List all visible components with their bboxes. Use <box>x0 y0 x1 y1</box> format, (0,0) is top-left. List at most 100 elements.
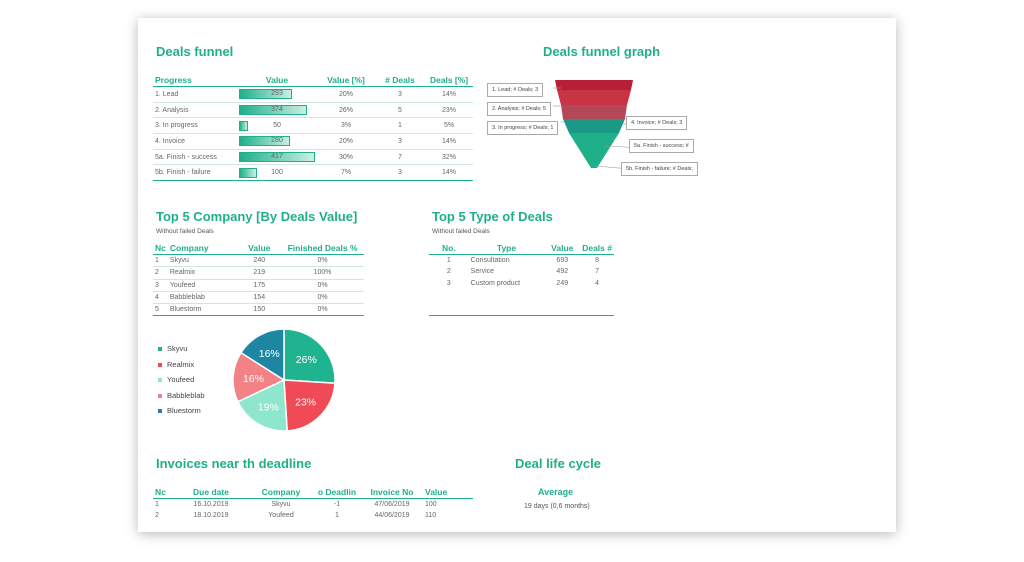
pie-slice-youfeed <box>236 378 288 432</box>
funnel-label-success: 5a. Finish - success; # <box>629 139 694 153</box>
invoices-title: Invoices near th deadline <box>156 456 312 471</box>
value-cell: 219 <box>237 266 282 280</box>
table-row: 4. Invoice 280 20% 3 14% <box>153 133 473 150</box>
col-deals-pct: Deals [%] <box>425 73 473 87</box>
value-bar: 417 <box>239 152 315 163</box>
company-cell: Realmix <box>167 266 238 280</box>
company-cell: Skyvu <box>271 501 291 509</box>
col-nc: Nc <box>153 485 173 499</box>
deals-cell: 3 <box>375 164 425 182</box>
due-date-cell: 16.10.2019 <box>193 501 229 509</box>
deals-cell: 1 <box>375 117 425 135</box>
value-bar-cell: 100 <box>237 164 317 182</box>
value-bar-fill <box>239 105 308 116</box>
value-bar-fill <box>239 136 290 147</box>
col-value-pct: Value [%] <box>317 73 375 87</box>
top-company-table: Nc Company Value Finished Deals % 1 Skyvu… <box>153 241 364 317</box>
value-bar-cell: 417 <box>237 149 317 166</box>
value-pct-cell: 30% <box>317 149 375 166</box>
finished-cell: 0% <box>281 291 364 305</box>
invoice-no-cell: 47/06/2019 <box>374 501 410 509</box>
value-bar: 293 <box>239 89 315 100</box>
funnel-label-lead: 1. Lead; # Deals; 3 <box>487 83 544 97</box>
col-due-date: Due date <box>173 485 249 499</box>
value-bar-fill <box>239 120 249 131</box>
funnel-stage-in-progress <box>561 105 627 119</box>
type-cell: Service <box>470 268 495 276</box>
deals-cell: 7 <box>375 149 425 166</box>
deals-cell: 4 <box>595 279 600 287</box>
funnel-graph <box>553 80 644 171</box>
value-cell: 110 <box>425 512 437 520</box>
company-cell: Babbleblab <box>167 291 238 305</box>
value-cell: 175 <box>237 279 282 292</box>
finished-cell: 0% <box>281 279 364 292</box>
pie-slice-realmix <box>283 379 336 432</box>
value-bar-fill <box>239 152 315 163</box>
company-cell: Youfeed <box>167 279 238 292</box>
table-row: 5a. Finish - success 417 30% 7 32% <box>153 149 473 166</box>
nc-cell: 1 <box>155 501 159 509</box>
progress-cell: 3. In progress <box>153 117 237 135</box>
table-row: 4 Babbleblab 154 0% <box>153 291 364 305</box>
progress-cell: 5b. Finish - failure <box>153 164 237 182</box>
funnel-stage-invoice <box>563 119 625 133</box>
value-bar: 100 <box>239 167 315 178</box>
legend-item: Youfeed <box>158 375 194 384</box>
progress-cell: 1. Lead <box>153 86 237 103</box>
finished-cell: 0% <box>281 303 364 317</box>
legend-swatch <box>158 362 162 367</box>
deals-funnel-table: Progress Value Value [%] # Deals Deals [… <box>153 73 473 182</box>
value-text: 100 <box>271 168 283 176</box>
value-cell: 249 <box>556 279 569 287</box>
deals-cell: 8 <box>595 257 600 265</box>
average-label: Average <box>538 487 574 497</box>
life-cycle-title: Deal life cycle <box>515 456 601 471</box>
legend-swatch <box>158 347 162 352</box>
table-row: 2 18.10.2019 Youfeed 1 44/06/2019 110 <box>153 510 473 521</box>
no-cell: 2 <box>446 268 451 276</box>
table-row: 3. In progress 50 3% 1 5% <box>153 117 473 135</box>
value-bar-cell: 293 <box>237 86 317 103</box>
value-pct-cell: 26% <box>317 102 375 119</box>
pie-data-label: 19% <box>258 401 279 413</box>
type-cell: Custom product <box>470 279 521 287</box>
nc-cell: 5 <box>153 303 168 317</box>
value-bar: 374 <box>239 105 315 116</box>
col-company: Company <box>249 485 313 499</box>
top-type-subtitle: Without failed Deals <box>432 228 490 235</box>
col-company: Company <box>167 241 238 255</box>
col-progress: Progress <box>153 73 237 87</box>
value-text: 293 <box>271 90 283 98</box>
deals-pct-cell: 23% <box>425 102 473 119</box>
col-deals: Deals # <box>580 241 614 255</box>
deals-funnel-title: Deals funnel <box>156 44 234 59</box>
table-row: 3 Custom product 249 4 <box>429 278 614 289</box>
legend-item: Bluestorm <box>158 406 201 415</box>
col-value: Value <box>237 241 282 255</box>
value-pct-cell: 7% <box>317 164 375 182</box>
table-row: 1 Skyvu 240 0% <box>153 254 364 268</box>
deals-cell: 3 <box>375 86 425 103</box>
table-row: 2. Analysis 374 26% 5 23% <box>153 102 473 119</box>
deals-pct-cell: 32% <box>425 149 473 166</box>
value-text: 50 <box>273 121 281 129</box>
funnel-graph-title: Deals funnel graph <box>543 44 661 59</box>
nc-cell: 3 <box>153 279 168 292</box>
legend-label: Realmix <box>167 359 195 369</box>
col-no: No. <box>429 241 469 255</box>
value-bar-cell: 50 <box>237 117 317 135</box>
finished-cell: 0% <box>281 254 364 268</box>
value-text: 280 <box>271 137 283 145</box>
legend-item: Skyvu <box>158 344 187 353</box>
due-date-cell: 18.10.2019 <box>193 512 229 520</box>
invoices-table: Nc Due date Company o Deadlin Invoice No… <box>153 485 473 522</box>
legend-swatch <box>158 393 162 398</box>
col-finished: Finished Deals % <box>281 241 364 255</box>
deals-cell: 7 <box>595 268 600 276</box>
col-invoice-no: Invoice No <box>361 485 423 499</box>
pie-chart: 26% 23% 19% 16% 16% <box>232 328 336 432</box>
pie-slice-babbleblab <box>232 351 286 403</box>
legend-swatch <box>158 409 162 414</box>
nc-cell: 1 <box>153 254 168 268</box>
